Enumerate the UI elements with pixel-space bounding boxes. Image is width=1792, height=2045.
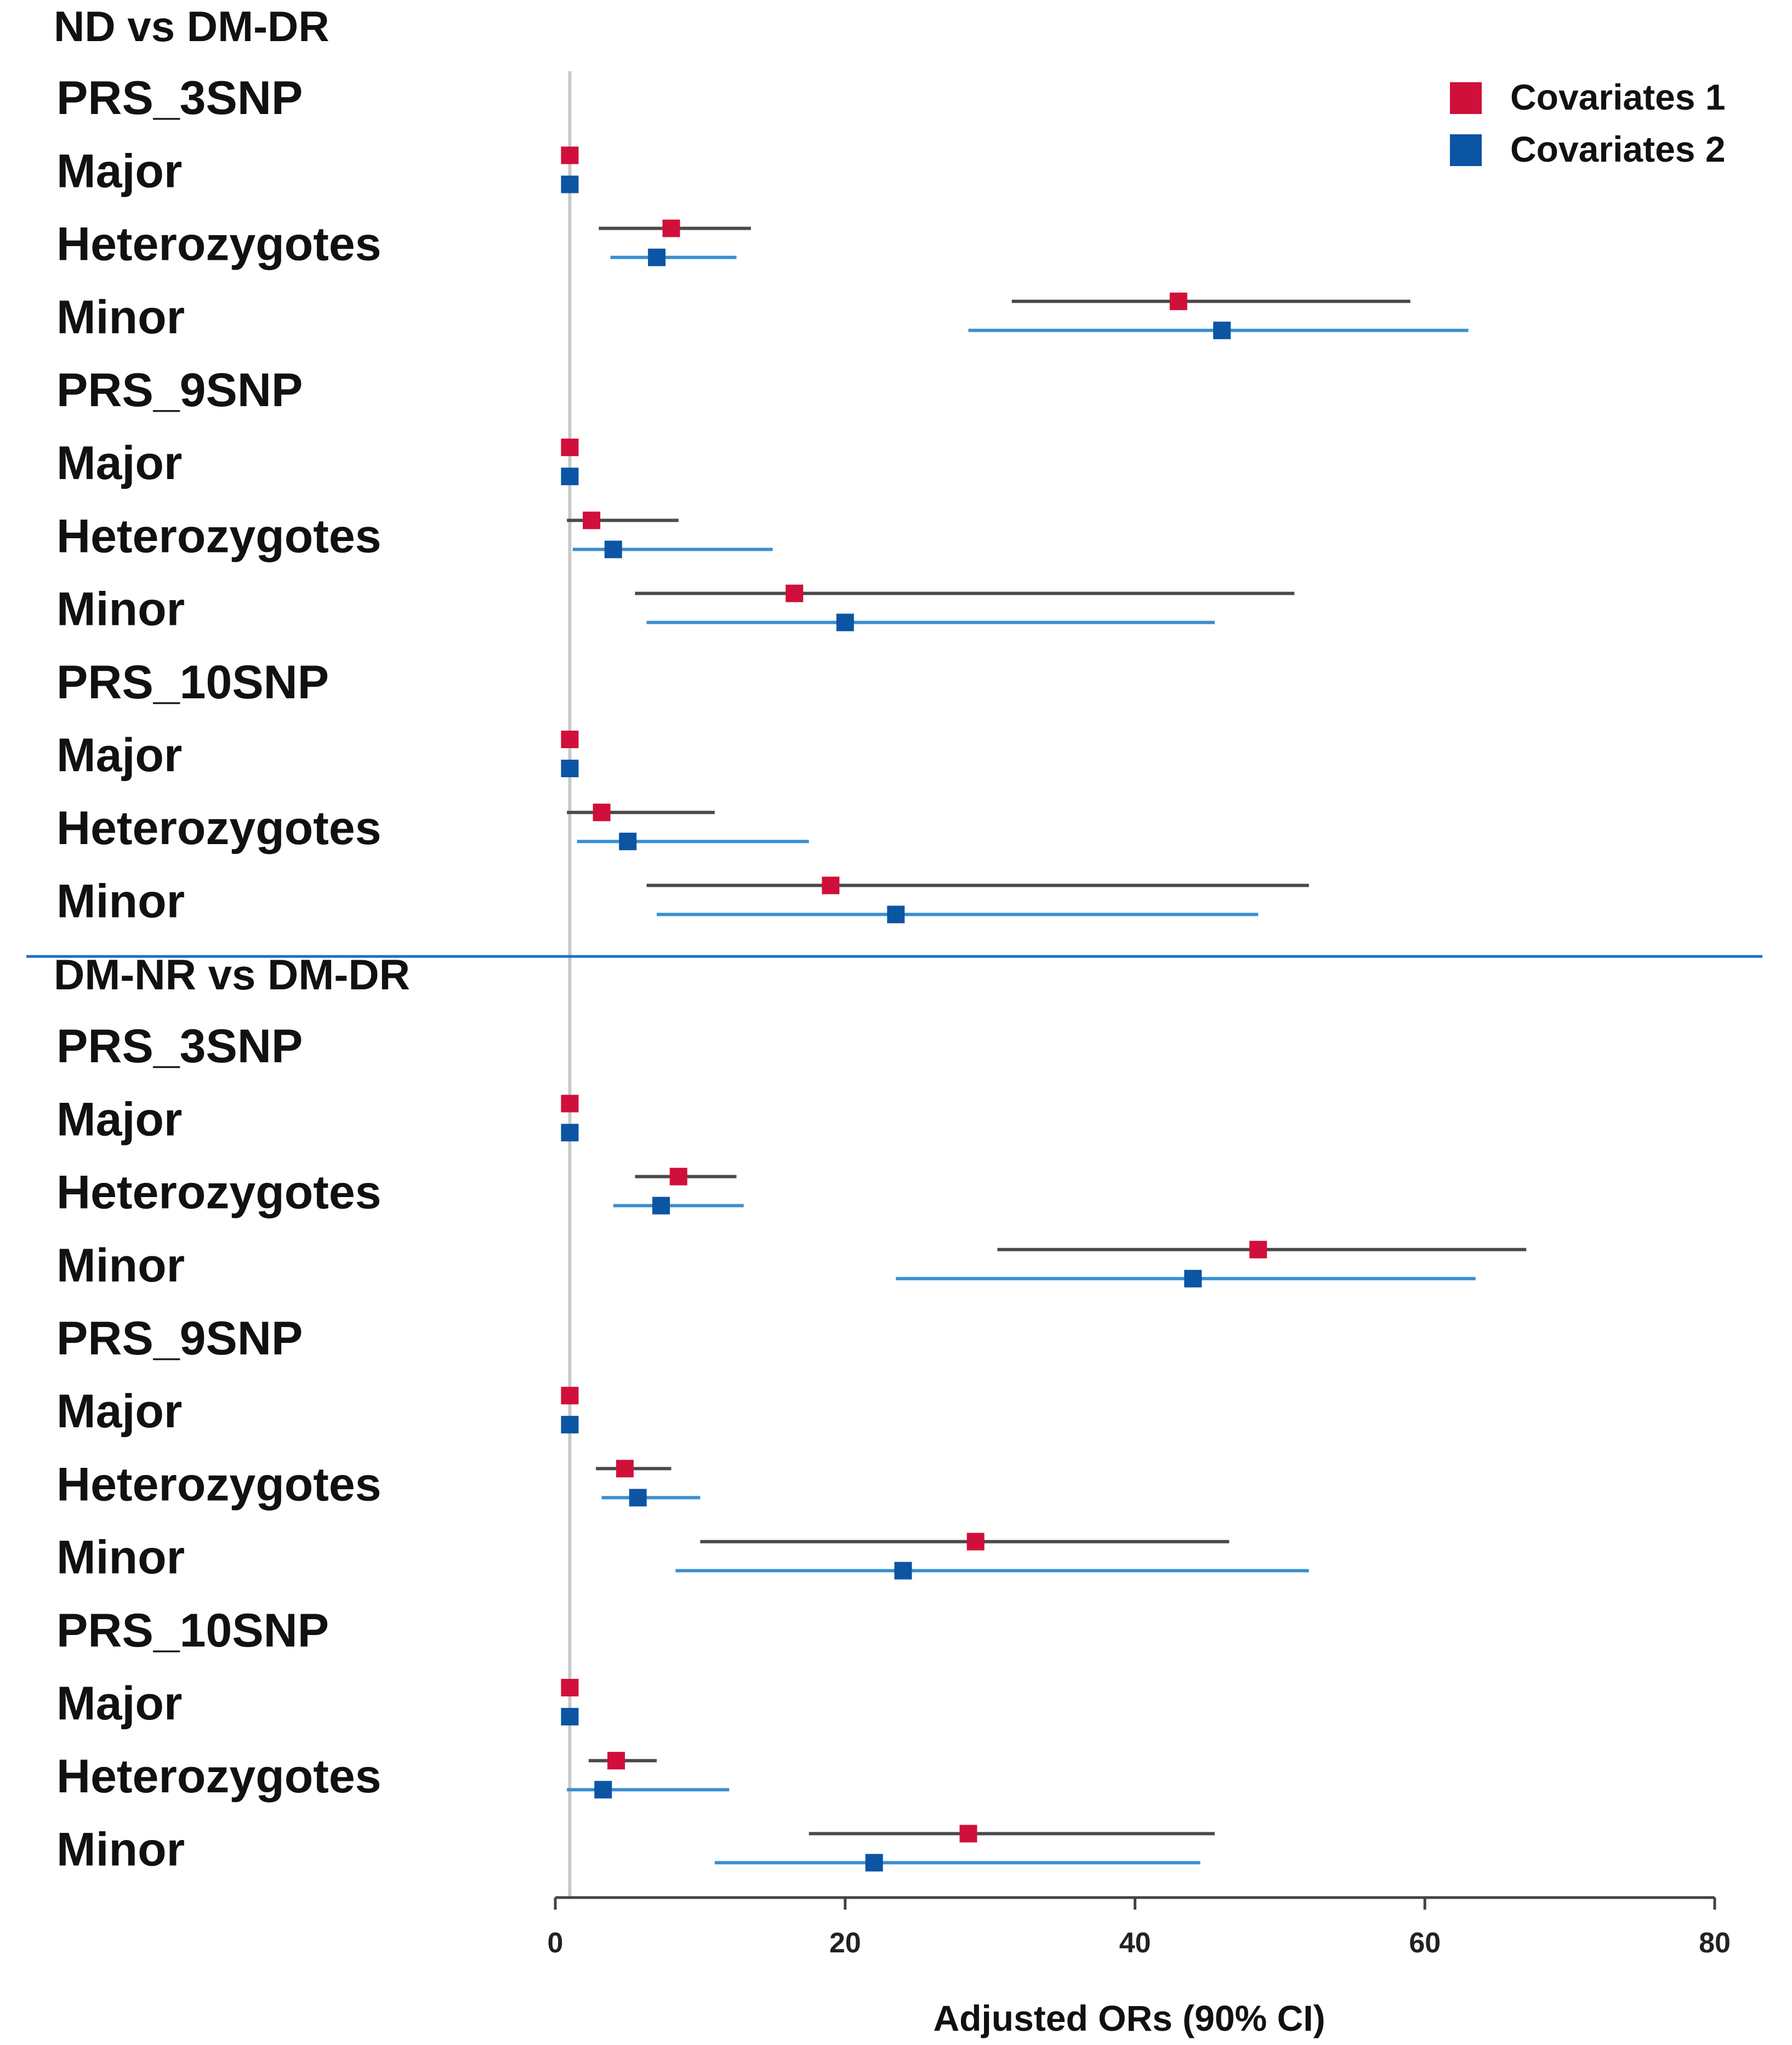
row-label: Heterozygotes <box>56 1458 382 1511</box>
row-label: Major <box>56 1093 182 1146</box>
row-label: Major <box>56 1677 182 1730</box>
s1-g0-r0-point-c1 <box>561 1095 579 1113</box>
x-tick-label: 80 <box>1699 1927 1731 1959</box>
x-axis-title: Adjusted ORs (90% CI) <box>933 1998 1325 2038</box>
row-label: Heterozygotes <box>56 802 382 855</box>
row-label: Minor <box>56 583 185 636</box>
reference-layer <box>26 71 1762 1898</box>
row-label: Minor <box>56 1823 185 1876</box>
s0-g0-r1-point-c2 <box>648 248 666 266</box>
s1-g1-r2-point-c2 <box>894 1562 912 1580</box>
s0-g1-r2-point-c2 <box>836 613 854 631</box>
s1-g0-r2-point-c2 <box>1184 1269 1202 1288</box>
s1-g1-r1-point-c1 <box>616 1460 634 1478</box>
row-label: Heterozygotes <box>56 1750 382 1803</box>
group-label: PRS_3SNP <box>56 72 303 124</box>
row-label: Heterozygotes <box>56 510 382 562</box>
row-label: Major <box>56 1385 182 1438</box>
s1-g0-r1-point-c2 <box>652 1197 670 1215</box>
s0-g2-r1-point-c2 <box>619 833 637 851</box>
s1-g0-r2-point-c1 <box>1249 1240 1267 1258</box>
s0-g0-r2-point-c1 <box>1169 292 1187 310</box>
row-label: Major <box>56 729 182 782</box>
row-label: Major <box>56 145 182 197</box>
legend: Covariates 1 Covariates 2 <box>1450 77 1726 169</box>
x-tick-label: 60 <box>1409 1927 1441 1959</box>
s0-g2-r2-point-c1 <box>822 876 840 895</box>
group-label: PRS_9SNP <box>56 364 303 417</box>
s0-g0-r1-point-c1 <box>662 219 680 237</box>
x-tick-label: 20 <box>829 1927 861 1959</box>
s0-g1-r0-point-c2 <box>561 468 579 486</box>
row-label: Major <box>56 437 182 489</box>
row-label: Minor <box>56 1239 185 1292</box>
s0-g1-r1-point-c1 <box>583 511 601 529</box>
row-label: Minor <box>56 875 185 927</box>
s0-g1-r0-point-c1 <box>561 438 579 457</box>
s1-g1-r2-point-c1 <box>966 1533 985 1551</box>
row-label: Minor <box>56 291 185 344</box>
s0-g1-r2-point-c1 <box>786 584 804 602</box>
s1-g2-r2-point-c2 <box>865 1854 883 1872</box>
group-label: PRS_10SNP <box>56 656 329 709</box>
s1-g1-r0-point-c2 <box>561 1416 579 1434</box>
s0-g2-r2-point-c2 <box>887 905 905 924</box>
x-axis: Adjusted ORs (90% CI) 0 20 40 60 80 <box>548 1896 1731 2038</box>
row-label: Heterozygotes <box>56 1166 382 1219</box>
s0-g1-r1-point-c2 <box>604 540 622 559</box>
legend-label: Covariates 1 <box>1510 77 1726 117</box>
group-label: PRS_10SNP <box>56 1604 329 1657</box>
s1-g2-r1-point-c1 <box>607 1752 625 1770</box>
marks-layer <box>561 146 1527 1872</box>
section-title: DM-NR vs DM-DR <box>54 950 410 999</box>
group-label: PRS_3SNP <box>56 1020 303 1073</box>
legend-label: Covariates 2 <box>1510 129 1726 169</box>
row-label: Heterozygotes <box>56 218 382 271</box>
label-layer: ND vs DM-DR PRS_3SNP Major Heterozygotes Min… <box>54 2 410 1876</box>
s1-g2-r1-point-c2 <box>594 1781 612 1799</box>
s1-g0-r1-point-c1 <box>669 1167 687 1186</box>
s0-g0-r0-point-c2 <box>561 175 579 193</box>
s0-g0-r2-point-c2 <box>1213 321 1231 339</box>
s1-g2-r0-point-c2 <box>561 1708 579 1725</box>
s0-g0-r0-point-c1 <box>561 146 579 164</box>
s1-g2-r0-point-c1 <box>561 1679 579 1696</box>
group-label: PRS_9SNP <box>56 1312 303 1365</box>
s1-g1-r0-point-c1 <box>561 1387 579 1405</box>
legend-swatch <box>1450 134 1482 166</box>
s0-g2-r1-point-c1 <box>593 804 611 822</box>
s1-g2-r2-point-c1 <box>959 1825 977 1843</box>
row-label: Minor <box>56 1531 185 1584</box>
s1-g1-r1-point-c2 <box>629 1489 647 1507</box>
s0-g2-r0-point-c2 <box>561 760 579 777</box>
section-title: ND vs DM-DR <box>54 2 329 50</box>
s1-g0-r0-point-c2 <box>561 1124 579 1142</box>
s0-g2-r0-point-c1 <box>561 731 579 748</box>
legend-swatch <box>1450 82 1482 114</box>
x-tick-label: 0 <box>548 1927 564 1959</box>
x-tick-label: 40 <box>1119 1927 1151 1959</box>
